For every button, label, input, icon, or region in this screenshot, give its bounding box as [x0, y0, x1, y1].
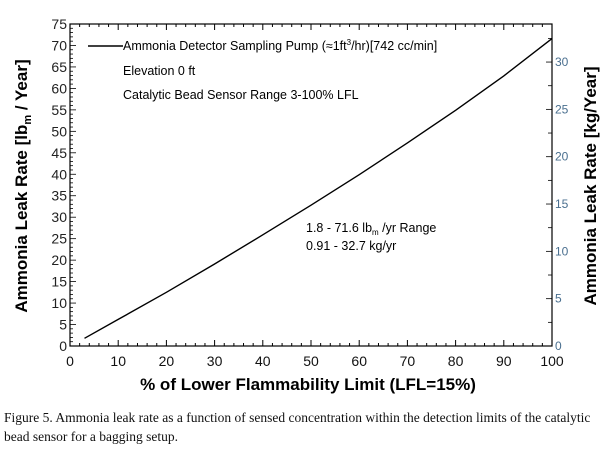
annotation-sensor-range: Catalytic Bead Sensor Range 3-100% LFL [123, 88, 359, 102]
y-left-tick-label: 75 [51, 16, 67, 32]
x-tick-label: 60 [351, 353, 367, 369]
y-right-tick-label: 25 [555, 102, 569, 116]
x-tick-label: 100 [540, 353, 564, 369]
y-right-tick-label: 20 [555, 150, 569, 164]
y-left-tick-label: 5 [59, 317, 67, 333]
x-axis-label: % of Lower Flammability Limit (LFL=15%) [140, 375, 476, 394]
y-right-axis-label: Ammonia Leak Rate [kg/Year] [581, 66, 600, 305]
y-left-tick-label: 45 [51, 145, 67, 161]
annotation-range-lb: 1.8 - 71.6 lbm /yr Range [306, 221, 436, 237]
y-left-tick-label: 30 [51, 209, 67, 225]
y-right-tick-label: 0 [555, 339, 562, 353]
x-tick-label: 0 [66, 353, 74, 369]
y-left-axis-label: Ammonia Leak Rate [lbm / Year] [12, 59, 34, 312]
y-left-tick-label: 60 [51, 80, 67, 96]
y-left-tick-label: 50 [51, 123, 67, 139]
leak-rate-chart: 0 10 20 30 40 50 60 70 80 90 100051015202530354045… [12, 16, 600, 394]
y-left-tick-label: 10 [51, 295, 67, 311]
y-right-tick-label: 10 [555, 244, 569, 258]
x-tick-label: 10 [110, 353, 126, 369]
x-tick-label: 70 [400, 353, 416, 369]
y-right-tick-label: 30 [555, 55, 569, 69]
y-left-tick-label: 0 [59, 338, 67, 354]
legend: Ammonia Detector Sampling Pump (≈1ft3/hr… [88, 38, 437, 53]
series-line-sampling-pump [84, 38, 553, 339]
y-left-tick-label: 70 [51, 37, 67, 53]
y-left-tick-label: 35 [51, 188, 67, 204]
x-tick-label: 40 [255, 353, 271, 369]
x-tick-label: 50 [303, 353, 319, 369]
x-tick-label: 90 [496, 353, 512, 369]
y-left-tick-label: 20 [51, 252, 67, 268]
legend-label: Ammonia Detector Sampling Pump (≈1ft3/hr… [123, 38, 437, 53]
x-tick-label: 20 [159, 353, 175, 369]
y-left-tick-label: 40 [51, 166, 67, 182]
annotation-range-kg: 0.91 - 32.7 kg/yr [306, 239, 396, 253]
x-tick-label: 80 [448, 353, 464, 369]
y-left-tick-label: 25 [51, 231, 67, 247]
y-right-tick-label: 5 [555, 292, 562, 306]
figure-caption: Figure 5. Ammonia leak rate as a functio… [4, 410, 591, 444]
y-right-tick-label: 15 [555, 197, 569, 211]
y-left-tick-label: 15 [51, 274, 67, 290]
plot-frame [69, 23, 553, 347]
annotation-elevation: Elevation 0 ft [123, 64, 196, 78]
y-left-tick-label: 55 [51, 102, 67, 118]
x-tick-label: 30 [207, 353, 223, 369]
y-left-tick-label: 65 [51, 59, 67, 75]
